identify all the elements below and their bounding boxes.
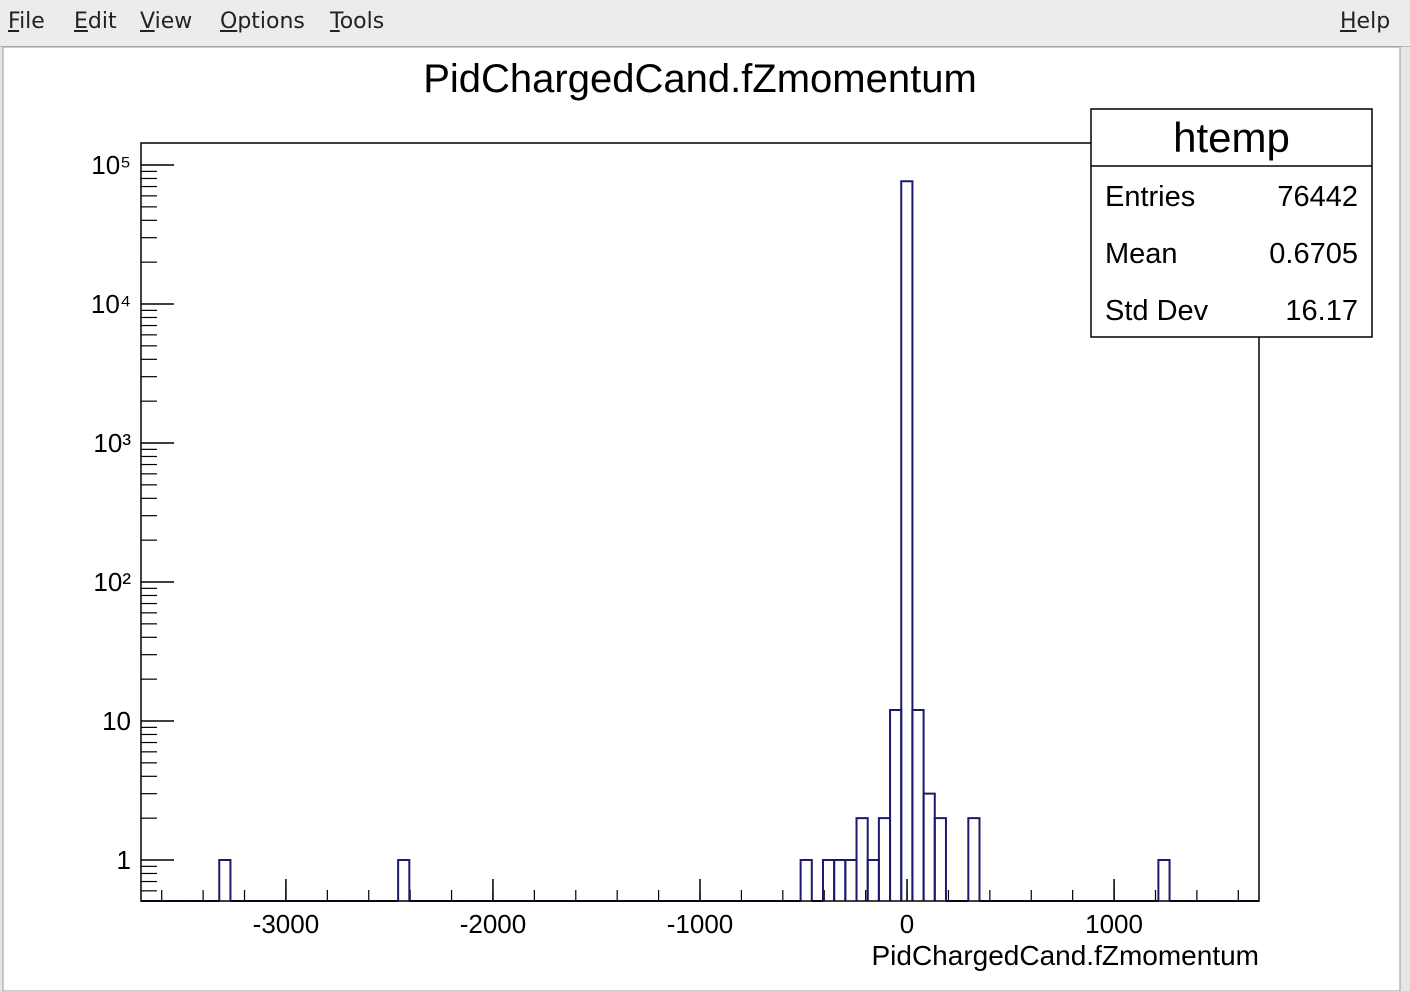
bar bbox=[218, 858, 232, 901]
x-tick-label: -1000 bbox=[667, 909, 734, 939]
chart-title: PidChargedCand.fZmomentum bbox=[423, 57, 977, 101]
y-tick-label: 10 bbox=[102, 706, 131, 736]
stats-label: Std Dev bbox=[1105, 295, 1209, 327]
stats-value: 0.6705 bbox=[1269, 238, 1358, 270]
bar bbox=[397, 858, 411, 901]
bar bbox=[1157, 858, 1171, 901]
x-tick-label: -3000 bbox=[253, 909, 320, 939]
bar bbox=[799, 858, 813, 901]
bar bbox=[933, 817, 947, 901]
menu-help[interactable]: Help bbox=[1340, 9, 1391, 34]
menu-tools[interactable]: Tools bbox=[330, 9, 385, 34]
stats-title: htemp bbox=[1173, 114, 1290, 161]
bar bbox=[900, 180, 914, 901]
menu-file[interactable]: File bbox=[8, 9, 45, 34]
menu-edit[interactable]: Edit bbox=[74, 9, 117, 34]
y-tick-label: 10⁴ bbox=[91, 289, 131, 319]
stats-value: 76442 bbox=[1277, 181, 1358, 213]
x-tick-label: -2000 bbox=[460, 909, 527, 939]
menu-view[interactable]: View bbox=[140, 9, 193, 34]
x-tick-label: 0 bbox=[900, 909, 914, 939]
stats-box bbox=[1090, 108, 1373, 338]
x-tick-label: 1000 bbox=[1085, 909, 1143, 939]
menu-bar: File Edit View Options Tools Help bbox=[0, 0, 1410, 47]
plot-frame bbox=[140, 142, 1260, 902]
y-tick-label: 10² bbox=[93, 567, 131, 597]
y-tick-label: 10³ bbox=[93, 428, 131, 458]
stats-value: 16.17 bbox=[1285, 295, 1358, 327]
stats-label: Mean bbox=[1105, 238, 1178, 270]
y-tick-label: 1 bbox=[117, 845, 131, 875]
x-axis-title: PidChargedCand.fZmomentum bbox=[871, 940, 1259, 971]
bar bbox=[967, 817, 981, 901]
stats-label: Entries bbox=[1105, 181, 1195, 213]
y-tick-label: 10⁵ bbox=[91, 150, 131, 180]
menu-options[interactable]: Options bbox=[220, 9, 305, 34]
